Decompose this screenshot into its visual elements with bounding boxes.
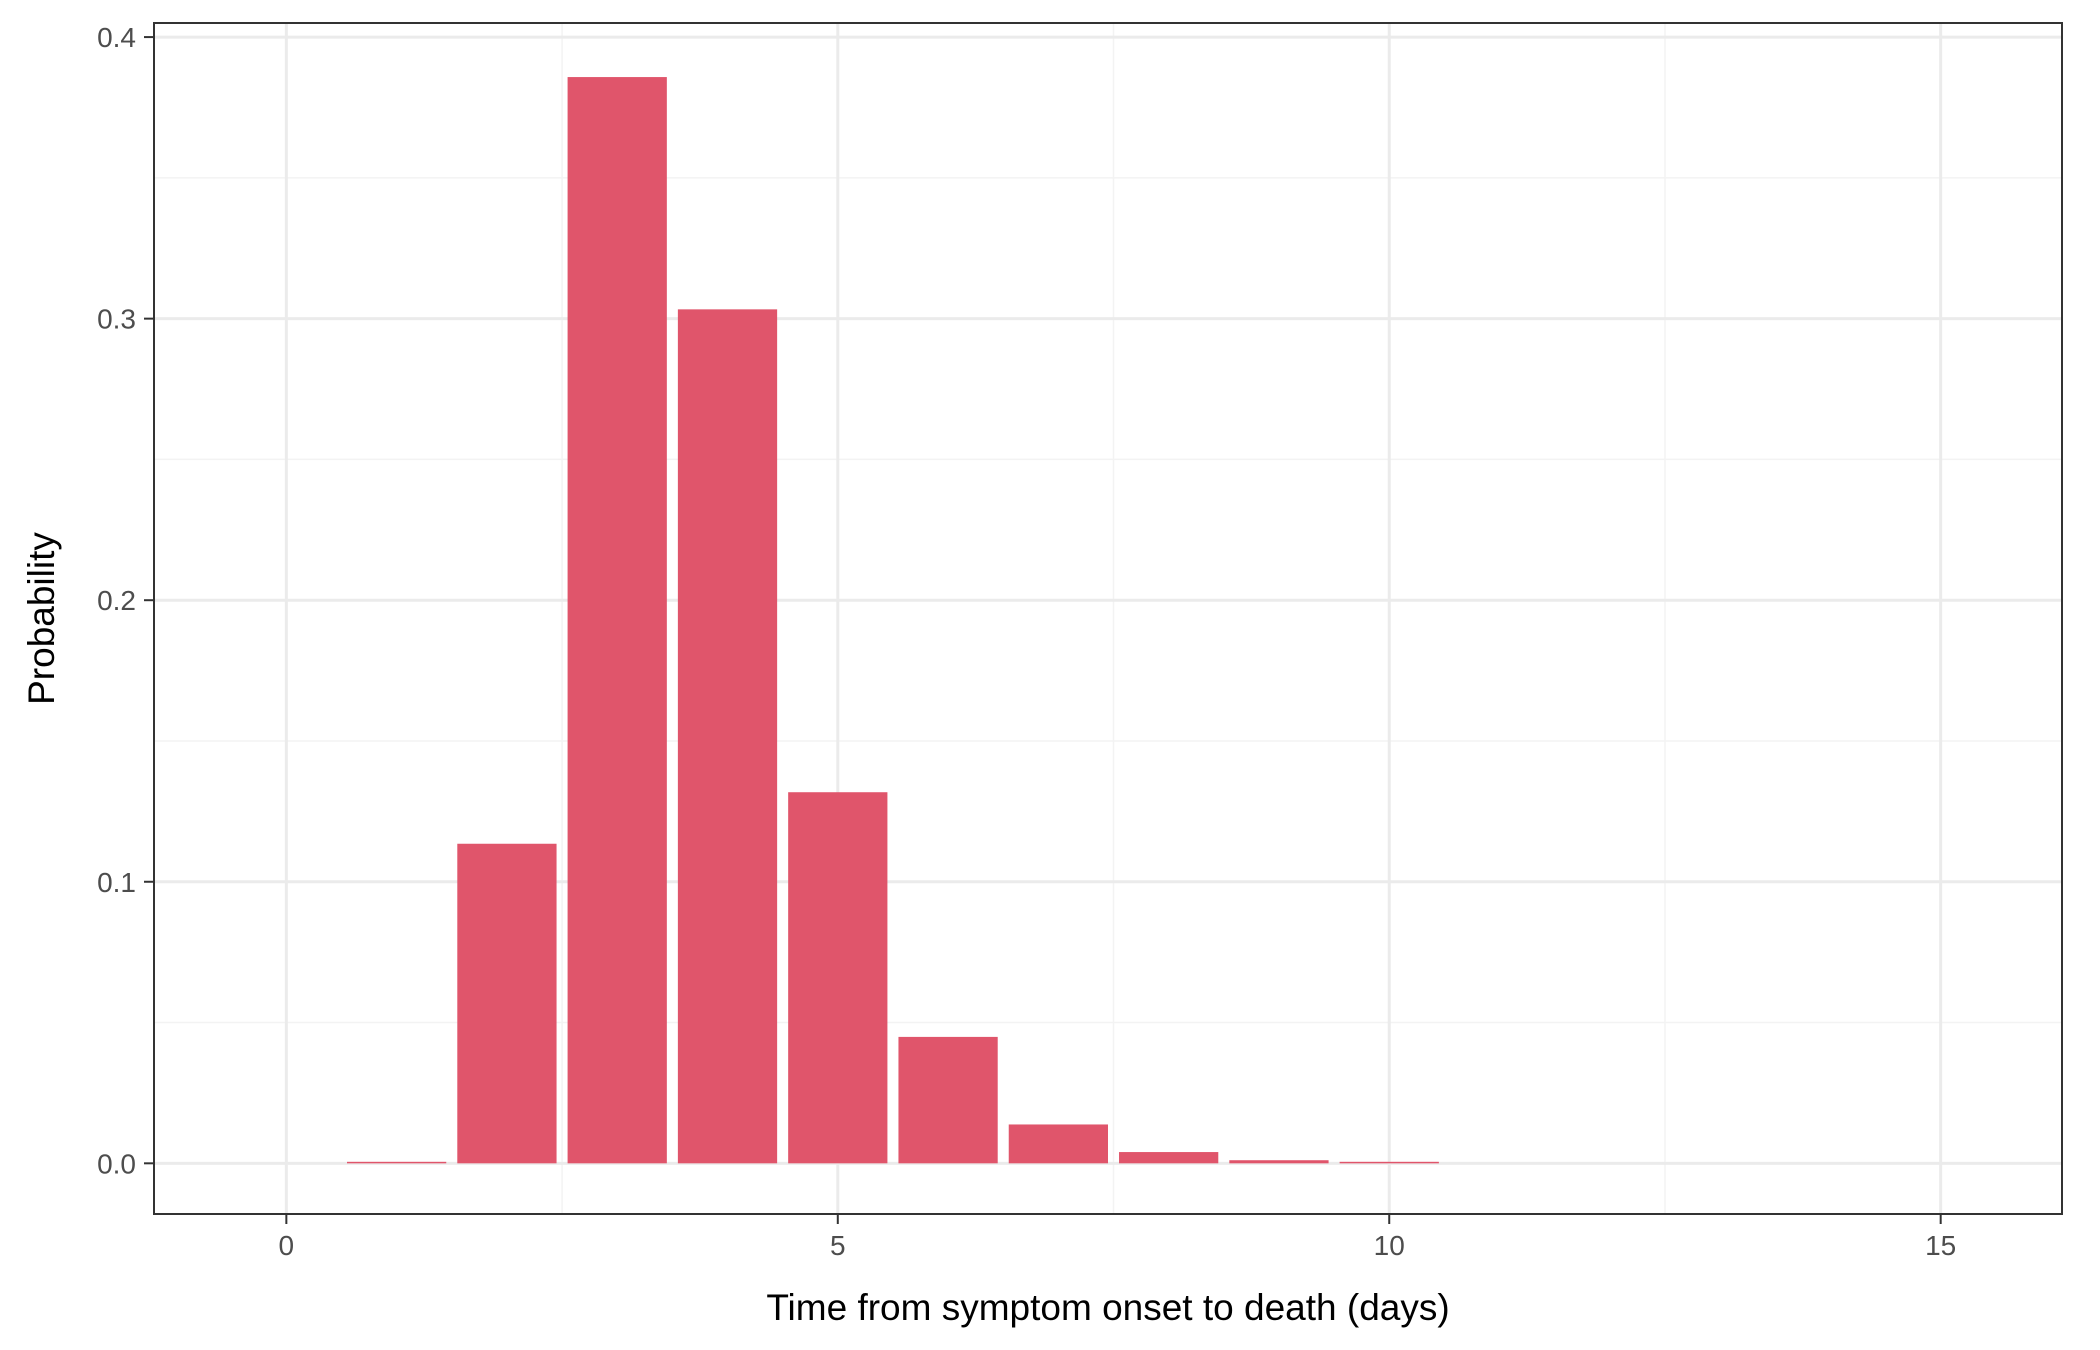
grid-layer [154, 23, 2062, 1214]
bar-day-4 [677, 309, 778, 1164]
x-axis-title: Time from symptom onset to death (days) [766, 1287, 1449, 1328]
y-axis-title: Probability [21, 532, 62, 705]
bar-day-7 [1008, 1124, 1108, 1164]
y-tick-label: 0.3 [97, 304, 136, 335]
x-tick-label: 5 [830, 1230, 846, 1261]
bar-day-9 [1229, 1160, 1329, 1164]
x-tick-label: 15 [1925, 1230, 1956, 1261]
y-tick-label: 0.1 [97, 867, 136, 898]
axis-layer: 0 5 10 15 0.0 0.1 0.2 0.3 0.4 [97, 22, 1956, 1261]
bar-day-10 [1339, 1161, 1439, 1164]
x-tick-label: 10 [1374, 1230, 1405, 1261]
bar-layer [347, 77, 1439, 1164]
bar-day-2 [457, 843, 557, 1164]
y-tick-label: 0.2 [97, 585, 136, 616]
y-tick-label: 0.0 [97, 1148, 136, 1179]
x-tick-label: 0 [279, 1230, 295, 1261]
bar-day-1 [347, 1161, 447, 1164]
bar-day-6 [898, 1036, 998, 1164]
panel-border [153, 22, 2063, 1215]
bar-day-3 [567, 77, 667, 1164]
bar-day-5 [788, 792, 888, 1164]
y-tick-label: 0.4 [97, 22, 136, 53]
bar-day-8 [1119, 1152, 1219, 1164]
